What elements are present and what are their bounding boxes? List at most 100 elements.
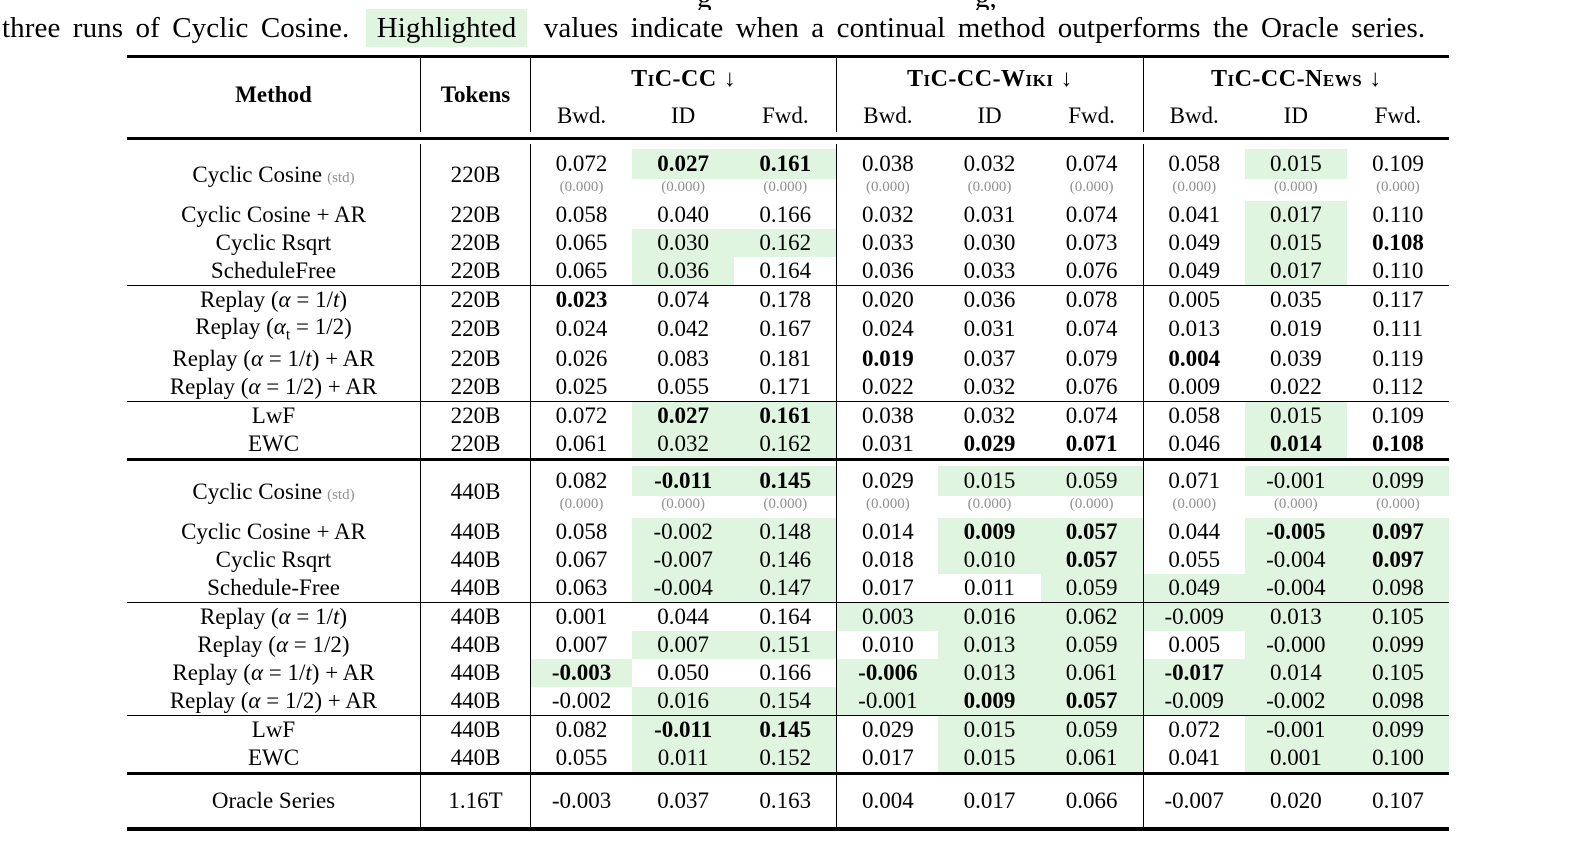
table-row: Cyclic Cosine (std) 220B 0.072 (0.000) 0.027(… (127, 144, 1449, 201)
table-row: Cyclic Rsqrt 440B 0.067 -0.007 0.146 0.018 0.0… (127, 545, 1449, 574)
value-cell: 0.038 (0.000) (836, 144, 938, 201)
value-cell: 0.105 (1346, 602, 1449, 631)
table-row: Replay (αt = 1/2) 220B 0.024 0.042 0.167 0.02… (127, 314, 1449, 345)
value: 0.005 (1168, 631, 1221, 657)
value-cell: 0.017 (1244, 201, 1347, 229)
value-cell: 0.063 (530, 573, 632, 602)
value-cell: 0.105 (1346, 658, 1449, 687)
value-cell: 0.099 (1346, 715, 1449, 744)
value-cell: 0.017 (938, 775, 1040, 827)
value-cell: 0.022 (836, 372, 938, 401)
value-cell: 0.058 (0.000) (1142, 144, 1245, 201)
caption-text-after: values indicate when a continual method … (543, 12, 1426, 44)
value-cell: 0.151 (734, 630, 837, 659)
highlighted-value: 0.097 (1346, 545, 1449, 574)
value: 0.007 (555, 631, 608, 657)
value-cell: 0.099 (1346, 630, 1449, 659)
table-row: EWC 440B 0.055 0.011 0.152 0.017 0.015 0.061 0.0… (127, 743, 1449, 772)
value-cell: 0.163 (734, 775, 836, 827)
highlighted-value: 0.146 (734, 545, 837, 574)
value-cell: 0.038 (836, 401, 938, 430)
highlighted-value: 0.009 (938, 686, 1041, 715)
value: 0.022 (1269, 373, 1322, 399)
method-cell: LwF (127, 402, 420, 430)
value: 0.078 (1065, 287, 1118, 312)
value-cell: 0.071 (0.000) (1142, 460, 1245, 518)
value-cell: 0.100 (1346, 743, 1449, 772)
table-row: Cyclic Rsqrt 220B 0.065 0.030 0.162 0.033 0.03… (127, 229, 1449, 257)
std-value: (0.000) (661, 179, 706, 195)
tokens-cell: 440B (420, 715, 530, 744)
highlighted-value: 0.049 (1143, 573, 1245, 602)
value: 0.074 (1065, 202, 1118, 227)
value-cell: 0.036 (938, 286, 1040, 314)
value-cell: 0.039 (1245, 345, 1347, 373)
value-cell: 0.019 (1245, 314, 1347, 345)
value: 0.071 (1168, 467, 1221, 493)
subcol-header: Fwd. (761, 103, 809, 128)
value: 0.031 (862, 430, 914, 456)
separator-rule (127, 285, 1449, 286)
group-header-tic-cc-news: TiC-CC-News ↓ (1142, 58, 1449, 100)
highlighted-value: 0.015 (1244, 149, 1347, 179)
highlighted-value: 0.059 (1040, 573, 1143, 602)
method-label: Cyclic Rsqrt (215, 546, 332, 572)
std-value: (0.000) (763, 495, 808, 512)
value-cell: -0.006 (836, 658, 939, 687)
value-cell: 0.057 (1040, 686, 1143, 715)
value: 0.074 (657, 287, 710, 312)
value-cell: 0.109 (0.000) (1347, 144, 1449, 201)
highlighted-value: 0.147 (734, 573, 837, 602)
highlighted-value: 0.030 (632, 229, 735, 257)
method-cell: Oracle Series (127, 775, 420, 827)
highlighted-value: -0.001 (1244, 715, 1347, 744)
highlighted-value: 0.105 (1346, 658, 1449, 687)
value-cell: 0.041 (1142, 743, 1245, 772)
separator-rule (127, 714, 1449, 716)
value: 0.037 (657, 787, 710, 813)
highlighted-value: 0.027 (632, 401, 735, 430)
value: 0.181 (759, 345, 812, 371)
highlighted-value: 0.148 (734, 517, 837, 546)
value-cell: 0.044 (1142, 517, 1245, 546)
highlighted-value: 0.099 (1346, 630, 1449, 659)
header-bottom-rule (127, 137, 1449, 140)
value-cell: 0.178 (734, 286, 836, 314)
std-value: (0.000) (967, 495, 1012, 512)
highlighted-value: 0.057 (1040, 686, 1143, 715)
value-cell: 0.059 (1040, 715, 1143, 744)
method-label: Replay (α = 1/t) + AR (172, 345, 375, 371)
highlighted-value: -0.004 (1244, 573, 1347, 602)
value: 0.004 (862, 787, 914, 813)
group-label: TiC-CC (631, 65, 717, 92)
value-cell: 0.033 (836, 229, 938, 257)
value-cell: 0.007 (632, 630, 735, 659)
value-cell: 0.030 (632, 229, 735, 257)
value-cell: 0.009 (938, 517, 1041, 546)
value-cell: 0.097 (1346, 517, 1449, 546)
results-table: Method Tokens TiC-CC ↓ TiC-CC-Wiki ↓ TiC… (127, 55, 1449, 831)
value-cell: 0.029 (938, 430, 1040, 458)
value-cell: 0.065 (530, 257, 632, 285)
method-label: EWC (247, 430, 300, 456)
subcol-header: Bwd. (530, 100, 632, 132)
highlighted-value: 0.099 (1346, 715, 1449, 744)
value-cell: 0.026 (530, 344, 632, 373)
table-bottom-rule (127, 826, 1449, 831)
value: 0.055 (555, 744, 608, 770)
subcol-header: ID (671, 103, 696, 128)
value: 0.018 (862, 546, 914, 572)
value-cell: 0.164 (734, 603, 836, 631)
highlighted-value: 0.011 (632, 743, 735, 772)
table-caption: three runs of Cyclic Cosine. Highlighted… (0, 9, 1576, 47)
tokens-cell: 440B (420, 743, 530, 772)
value-cell: 0.058 (530, 201, 632, 229)
value-cell: 0.019 (836, 344, 938, 373)
value: 0.074 (1065, 316, 1118, 342)
table-row: Replay (α = 1/t) + AR 220B 0.026 0.083 0.181… (127, 344, 1449, 373)
value-cell: -0.017 (1142, 658, 1245, 687)
value-cell: 0.154 (734, 686, 837, 715)
method-cell: Replay (α = 1/t) (127, 286, 420, 314)
value: 0.049 (1168, 230, 1221, 255)
value: 0.067 (555, 546, 608, 572)
